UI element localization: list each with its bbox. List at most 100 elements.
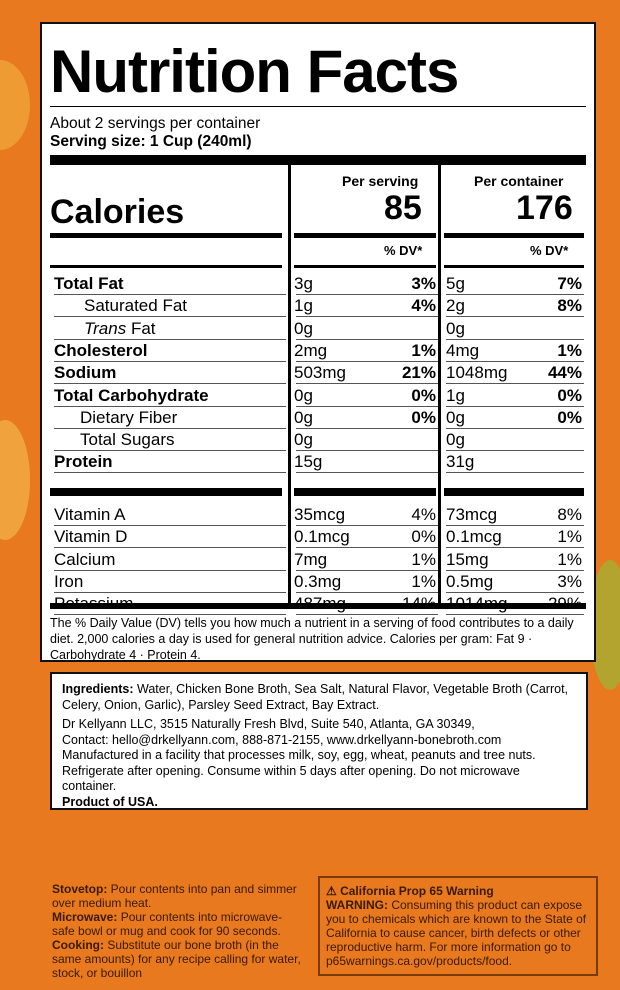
row-rule xyxy=(54,450,286,452)
thick-divider xyxy=(50,155,586,165)
divider xyxy=(294,265,436,268)
stovetop-instructions: Stovetop: Pour contents into pan and sim… xyxy=(52,882,297,910)
serving-size: Serving size: 1 Cup (240ml) xyxy=(50,133,252,150)
per-container-header: Per container xyxy=(474,173,564,189)
dv-header: % DV* xyxy=(530,243,569,258)
amount-per-container: 31g xyxy=(446,452,475,472)
divider xyxy=(50,106,586,107)
amount-per-container: 0g xyxy=(446,430,465,450)
dv-per-container: 7% xyxy=(557,274,582,293)
nutrition-facts-panel: Nutrition Facts About 2 servings per con… xyxy=(40,22,596,662)
calories-bar xyxy=(50,233,282,238)
prop65-title: ⚠ California Prop 65 Warning xyxy=(326,884,494,898)
row-rule xyxy=(54,316,286,318)
nutrient-label: Total Fat xyxy=(54,274,124,293)
dv-per-container: 29% xyxy=(547,594,582,614)
dv-per-serving: 0% xyxy=(411,385,436,405)
prop65-text: WARNING: Consuming this product can expo… xyxy=(326,898,587,968)
nutrient-row: Vitamin A 35mcg 4% 73mcg 8% xyxy=(50,503,590,525)
amount-per-container: 0.1mcg xyxy=(446,527,502,547)
row-rule xyxy=(54,338,286,340)
row-rule xyxy=(446,405,584,407)
thick-divider xyxy=(50,488,282,496)
dv-per-serving: 4% xyxy=(411,505,436,524)
amount-per-container: 0g xyxy=(446,407,465,427)
row-rule xyxy=(54,525,286,526)
row-rule xyxy=(446,427,584,429)
row-rule xyxy=(54,547,286,549)
column-divider xyxy=(288,165,291,605)
calories-bar xyxy=(444,233,584,238)
calories-per-container: 176 xyxy=(516,189,573,227)
contact-info: Contact: hello@drkellyann.com, 888-871-2… xyxy=(62,732,502,747)
row-rule xyxy=(296,294,438,295)
row-rule xyxy=(296,427,438,429)
nutrient-row: Iron 0.3mg 1% 0.5mg 3% xyxy=(50,570,590,592)
amount-per-container: 1048mg xyxy=(446,363,508,383)
daily-value-footnote: The % Daily Value (DV) tells you how muc… xyxy=(50,616,574,662)
dv-per-container: 1% xyxy=(557,527,582,547)
amount-per-container: 5g xyxy=(446,274,465,293)
nutrient-row: Protein 15g 31g xyxy=(50,450,590,472)
dv-per-container: 0% xyxy=(557,407,582,427)
per-serving-header: Per serving xyxy=(342,173,419,189)
divider xyxy=(444,265,584,268)
row-rule xyxy=(296,338,438,340)
nutrient-label: Cholesterol xyxy=(54,340,148,360)
company-address: Dr Kellyann LLC, 3515 Naturally Fresh Bl… xyxy=(62,717,475,731)
row-rule xyxy=(446,591,584,593)
nutrient-row: Trans Fat 0g 0g xyxy=(50,317,590,339)
row-rule xyxy=(446,569,584,571)
row-rule xyxy=(296,405,438,407)
amount-per-serving: 7mg xyxy=(294,549,328,569)
row-rule xyxy=(446,614,584,616)
servings-per-container: About 2 servings per container xyxy=(50,115,261,132)
row-rule xyxy=(296,591,438,593)
calories-label: Calories xyxy=(50,193,185,231)
decorative-blob xyxy=(0,60,30,150)
allergen-statement: Manufactured in a facility that processe… xyxy=(62,748,536,762)
dv-per-serving: 0% xyxy=(411,407,436,427)
nutrient-label: Vitamin A xyxy=(54,505,126,524)
preparation-instructions: Stovetop: Pour contents into pan and sim… xyxy=(52,882,302,980)
amount-per-serving: 35mcg xyxy=(294,505,346,524)
product-origin: Product of USA. xyxy=(62,794,158,809)
row-rule xyxy=(446,360,584,362)
amount-per-container: 2g xyxy=(446,296,465,316)
nutrient-row: Saturated Fat 1g 4% 2g 8% xyxy=(50,294,590,316)
amount-per-container: 0g xyxy=(446,318,465,338)
ingredients-text: Ingredients: Water, Chicken Bone Broth, … xyxy=(62,682,569,712)
row-rule xyxy=(296,614,438,616)
dv-per-serving: 0% xyxy=(411,527,436,547)
amount-per-serving: 0g xyxy=(294,430,313,450)
nutrient-label: Vitamin D xyxy=(54,527,128,547)
row-rule xyxy=(446,450,584,452)
row-rule xyxy=(54,360,286,362)
amount-per-container: 1014mg xyxy=(446,594,508,614)
ingredients-panel: Ingredients: Water, Chicken Bone Broth, … xyxy=(50,672,588,810)
nutrient-row: Sodium 503mg 21% 1048mg 44% xyxy=(50,361,590,383)
thick-divider xyxy=(444,488,584,496)
dv-per-serving: 14% xyxy=(401,594,436,614)
nutrient-label: Saturated Fat xyxy=(84,296,188,316)
divider xyxy=(50,265,282,268)
row-rule xyxy=(446,383,584,385)
cooking-instructions: Cooking: Substitute our bone broth (in t… xyxy=(52,938,301,980)
dv-per-container: 0% xyxy=(557,385,582,405)
dv-per-container: 1% xyxy=(557,340,582,360)
row-rule xyxy=(446,338,584,340)
nutrient-label: Calcium xyxy=(54,549,116,569)
nutrient-label: Total Sugars xyxy=(80,430,175,450)
nutrient-label: Dietary Fiber xyxy=(80,407,178,427)
amount-per-serving: 503mg xyxy=(294,363,346,383)
nutrient-row: Dietary Fiber 0g 0% 0g 0% xyxy=(50,406,590,428)
amount-per-serving: 487mg xyxy=(294,594,346,614)
nutrient-label: Protein xyxy=(54,452,113,472)
dv-per-serving: 3% xyxy=(411,274,436,293)
row-rule xyxy=(54,427,286,429)
nutrition-title: Nutrition Facts xyxy=(50,38,459,105)
dv-per-container: 8% xyxy=(557,296,582,316)
calories-bar xyxy=(294,233,436,238)
nutrient-label: Iron xyxy=(54,571,84,591)
column-divider xyxy=(438,165,441,605)
